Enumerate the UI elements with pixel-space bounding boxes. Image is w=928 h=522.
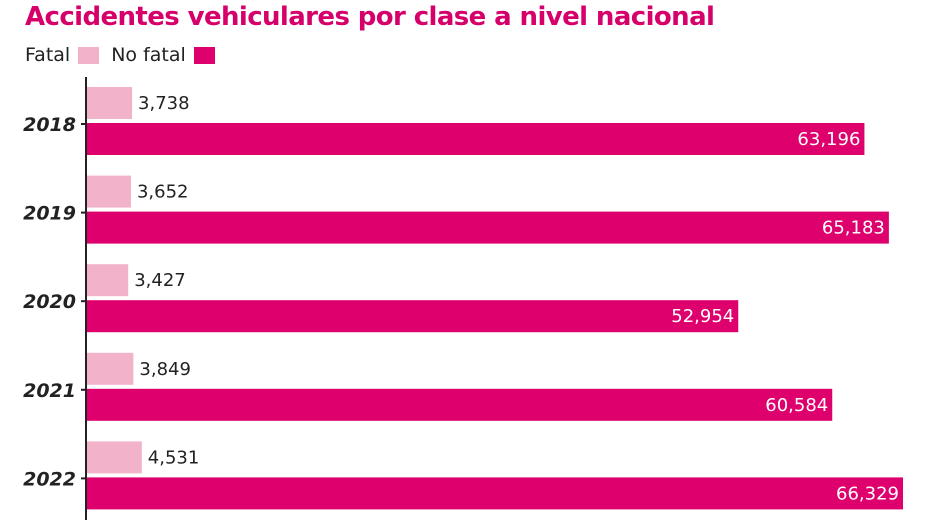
bar-fatal-2022 [86, 441, 142, 474]
bar-no-fatal-2020 [86, 300, 739, 333]
value-label-fatal-2021: 3,849 [139, 359, 191, 380]
legend-label-fatal: Fatal [25, 44, 71, 66]
y-tick-label-2019: 2019 [23, 203, 76, 225]
bar-fatal-2019 [86, 175, 131, 208]
value-label-fatal-2018: 3,738 [138, 93, 190, 114]
bar-fatal-2020 [86, 264, 129, 297]
value-label-no-fatal-2019: 65,183 [822, 218, 885, 239]
value-label-no-fatal-2018: 63,196 [797, 129, 860, 150]
value-label-no-fatal-2021: 60,584 [765, 395, 828, 416]
bar-fatal-2018 [86, 87, 133, 119]
value-label-fatal-2020: 3,427 [134, 270, 186, 291]
bar-no-fatal-2019 [86, 211, 889, 244]
y-tick-label-2020: 2020 [23, 291, 76, 313]
chart-legend: Fatal No fatal [25, 44, 227, 66]
bar-no-fatal-2022 [86, 477, 903, 510]
value-label-no-fatal-2020: 52,954 [671, 306, 734, 327]
y-tick-label-2022: 2022 [23, 468, 76, 490]
value-label-fatal-2022: 4,531 [148, 447, 200, 468]
y-tick-label-2018: 2018 [23, 114, 76, 136]
bar-no-fatal-2021 [86, 388, 833, 421]
bar-fatal-2021 [86, 352, 134, 385]
y-tick-label-2021: 2021 [23, 380, 76, 402]
bar-no-fatal-2018 [86, 123, 865, 155]
chart-title: Accidentes vehiculares por clase a nivel… [25, 2, 715, 32]
legend-label-no-fatal: No fatal [111, 44, 186, 66]
value-label-no-fatal-2022: 66,329 [836, 483, 899, 504]
value-label-fatal-2019: 3,652 [137, 182, 189, 203]
legend-swatch-no-fatal [193, 46, 215, 64]
legend-swatch-fatal [78, 46, 100, 64]
